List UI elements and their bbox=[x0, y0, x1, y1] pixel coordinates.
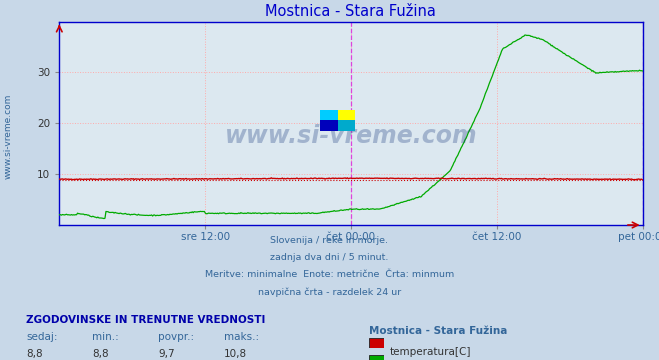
Bar bbox=[320, 121, 337, 131]
Text: www.si-vreme.com: www.si-vreme.com bbox=[225, 123, 477, 148]
Text: www.si-vreme.com: www.si-vreme.com bbox=[3, 94, 13, 180]
Text: min.:: min.: bbox=[92, 332, 119, 342]
Text: 8,8: 8,8 bbox=[26, 349, 43, 359]
Text: Mostnica - Stara Fužina: Mostnica - Stara Fužina bbox=[369, 326, 507, 336]
Text: maks.:: maks.: bbox=[224, 332, 259, 342]
Text: 8,8: 8,8 bbox=[92, 349, 109, 359]
Text: 9,7: 9,7 bbox=[158, 349, 175, 359]
Bar bbox=[320, 109, 337, 121]
Text: ZGODOVINSKE IN TRENUTNE VREDNOSTI: ZGODOVINSKE IN TRENUTNE VREDNOSTI bbox=[26, 315, 266, 325]
Text: povpr.:: povpr.: bbox=[158, 332, 194, 342]
Text: navpična črta - razdelek 24 ur: navpična črta - razdelek 24 ur bbox=[258, 288, 401, 297]
Text: Meritve: minimalne  Enote: metrične  Črta: minmum: Meritve: minimalne Enote: metrične Črta:… bbox=[205, 270, 454, 279]
Title: Mostnica - Stara Fužina: Mostnica - Stara Fužina bbox=[266, 4, 436, 19]
Bar bbox=[337, 109, 355, 121]
Text: 10,8: 10,8 bbox=[224, 349, 247, 359]
Text: Slovenija / reke in morje.: Slovenija / reke in morje. bbox=[270, 236, 389, 245]
Text: sedaj:: sedaj: bbox=[26, 332, 58, 342]
Text: temperatura[C]: temperatura[C] bbox=[390, 347, 472, 357]
Text: zadnja dva dni / 5 minut.: zadnja dva dni / 5 minut. bbox=[270, 253, 389, 262]
Bar bbox=[337, 121, 355, 131]
